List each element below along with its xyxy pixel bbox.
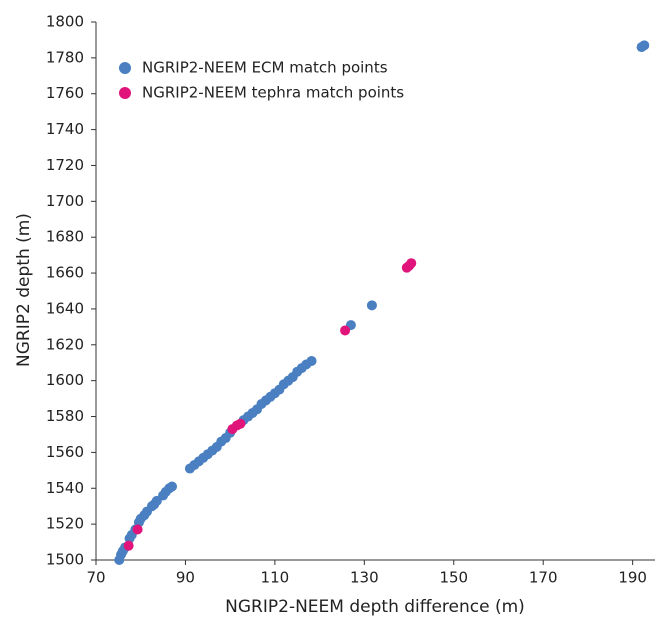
- legend-label: NGRIP2-NEEM ECM match points: [142, 59, 388, 77]
- point: [235, 418, 246, 429]
- y-tick-label: 1600: [46, 371, 84, 389]
- point: [167, 481, 178, 492]
- y-tick-label: 1720: [46, 156, 84, 174]
- x-tick-label: 130: [350, 569, 379, 587]
- y-tick-label: 1620: [46, 335, 84, 353]
- y-tick-label: 1760: [46, 84, 84, 102]
- y-tick-label: 1700: [46, 192, 84, 210]
- y-tick-label: 1780: [46, 48, 84, 66]
- legend-label: NGRIP2-NEEM tephra match points: [142, 84, 404, 102]
- y-tick-label: 1540: [46, 479, 84, 497]
- y-tick-label: 1560: [46, 443, 84, 461]
- legend-marker: [119, 62, 131, 74]
- y-tick-label: 1660: [46, 264, 84, 282]
- y-tick-label: 1680: [46, 228, 84, 246]
- x-tick-label: 190: [618, 569, 647, 587]
- point: [406, 258, 417, 269]
- point: [132, 524, 143, 535]
- point: [340, 325, 351, 336]
- y-tick-label: 1580: [46, 407, 84, 425]
- legend-marker: [119, 87, 131, 99]
- x-tick-label: 170: [529, 569, 558, 587]
- x-tick-label: 110: [261, 569, 290, 587]
- y-tick-label: 1740: [46, 120, 84, 138]
- y-tick-label: 1520: [46, 515, 84, 533]
- x-axis-title: NGRIP2-NEEM depth difference (m): [225, 597, 525, 617]
- x-tick-label: 90: [176, 569, 195, 587]
- y-tick-label: 1500: [46, 551, 84, 569]
- point: [123, 540, 134, 551]
- point: [366, 300, 377, 311]
- point: [306, 355, 317, 366]
- point: [639, 40, 650, 51]
- y-tick-label: 1640: [46, 299, 84, 317]
- y-tick-label: 1800: [46, 13, 84, 31]
- y-axis-title: NGRIP2 depth (m): [14, 213, 34, 367]
- x-tick-label: 70: [86, 569, 105, 587]
- x-tick-label: 150: [439, 569, 468, 587]
